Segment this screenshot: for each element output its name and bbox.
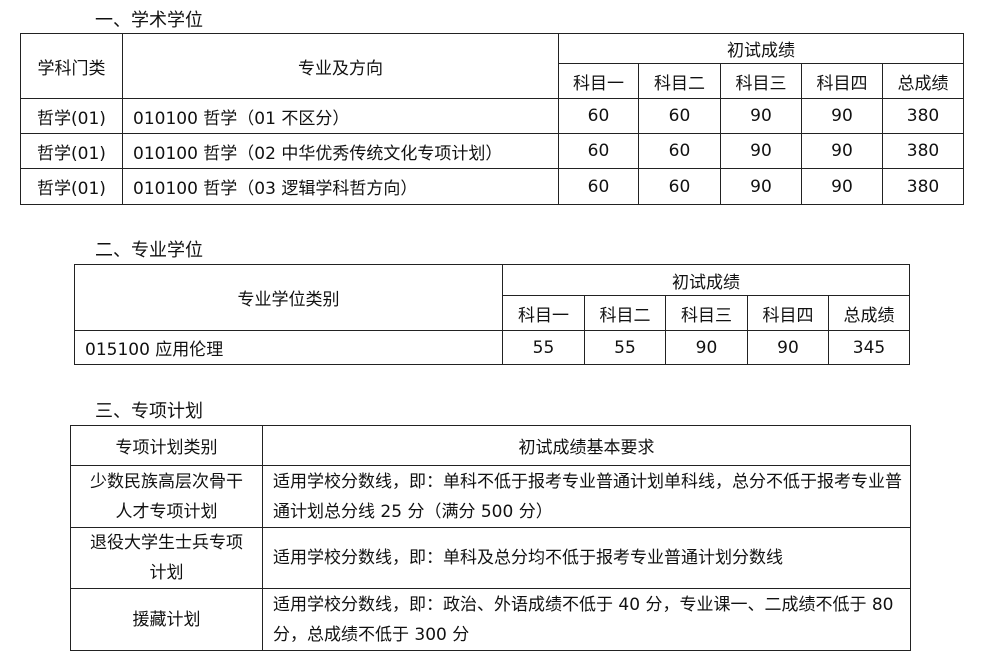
score-cell: 60 <box>558 168 639 205</box>
category-cell: 援藏计划 <box>70 588 263 651</box>
header-subject: 科目二 <box>638 63 721 99</box>
category-cell: 哲学(01) <box>20 98 123 134</box>
score-cell: 60 <box>638 168 721 205</box>
score-cell: 90 <box>801 98 883 134</box>
header-subject: 科目四 <box>747 295 829 331</box>
score-cell: 90 <box>665 330 748 365</box>
total-cell: 380 <box>881 168 965 205</box>
section2-heading: 二、专业学位 <box>95 240 203 261</box>
header-subject: 科目三 <box>665 295 748 331</box>
category-cell: 退役大学生士兵专项计划 <box>70 527 263 589</box>
category-cell: 哲学(01) <box>20 168 123 205</box>
score-cell: 60 <box>558 133 639 169</box>
category-cell: 015100 应用伦理 <box>74 330 503 365</box>
section1-heading: 一、学术学位 <box>95 10 203 31</box>
header-subject: 科目二 <box>584 295 666 331</box>
table-row: 哲学(01) 010100 哲学（03 逻辑学科哲方向） 60 60 90 90… <box>20 168 965 205</box>
requirement-cell: 适用学校分数线，即：单科不低于报考专业普通计划单科线，总分不低于报考专业普通计划… <box>262 465 911 528</box>
score-cell: 60 <box>558 98 639 134</box>
academic-degree-table: 学科门类 专业及方向 初试成绩 科目一 科目二 科目三 科目四 总成绩 哲学(0… <box>20 33 965 205</box>
table-row: 哲学(01) 010100 哲学（02 中华优秀传统文化专项计划） 60 60 … <box>20 133 965 169</box>
header-category: 学科门类 <box>20 33 123 99</box>
header-requirement: 初试成绩基本要求 <box>262 425 911 466</box>
requirement-cell: 适用学校分数线，即：政治、外语成绩不低于 40 分，专业课一、二成绩不低于 80… <box>262 588 911 651</box>
section3-heading: 三、专项计划 <box>95 401 203 422</box>
table-row: 015100 应用伦理 55 55 90 90 345 <box>74 330 911 365</box>
requirement-cell: 适用学校分数线，即：单科及总分均不低于报考专业普通计划分数线 <box>262 527 911 589</box>
score-cell: 90 <box>720 133 802 169</box>
category-cell: 少数民族高层次骨干人才专项计划 <box>70 465 263 528</box>
score-cell: 90 <box>747 330 829 365</box>
header-category: 专项计划类别 <box>70 425 263 466</box>
score-cell: 90 <box>801 133 883 169</box>
professional-degree-table: 专业学位类别 初试成绩 科目一 科目二 科目三 科目四 总成绩 015100 应… <box>74 264 911 365</box>
score-cell: 55 <box>502 330 585 365</box>
table-row: 哲学(01) 010100 哲学（01 不区分） 60 60 90 90 380 <box>20 98 965 134</box>
major-cell: 010100 哲学（01 不区分） <box>122 98 559 134</box>
header-subject: 科目四 <box>801 63 883 99</box>
score-cell: 90 <box>720 168 802 205</box>
score-cell: 90 <box>720 98 802 134</box>
header-total: 总成绩 <box>827 295 911 331</box>
total-cell: 345 <box>827 330 911 365</box>
table-row: 少数民族高层次骨干人才专项计划 适用学校分数线，即：单科不低于报考专业普通计划单… <box>70 465 911 528</box>
table-row: 退役大学生士兵专项计划 适用学校分数线，即：单科及总分均不低于报考专业普通计划分… <box>70 527 911 589</box>
header-subject: 科目一 <box>558 63 639 99</box>
total-cell: 380 <box>881 98 965 134</box>
special-plan-table: 专项计划类别 初试成绩基本要求 少数民族高层次骨干人才专项计划 适用学校分数线，… <box>70 425 911 651</box>
table-row: 援藏计划 适用学校分数线，即：政治、外语成绩不低于 40 分，专业课一、二成绩不… <box>70 588 911 651</box>
header-category: 专业学位类别 <box>74 264 503 331</box>
major-cell: 010100 哲学（03 逻辑学科哲方向） <box>122 168 559 205</box>
header-major: 专业及方向 <box>122 33 559 99</box>
total-cell: 380 <box>881 133 965 169</box>
header-initial: 初试成绩 <box>557 33 965 64</box>
category-cell: 哲学(01) <box>20 133 123 169</box>
major-cell: 010100 哲学（02 中华优秀传统文化专项计划） <box>122 133 559 169</box>
header-subject: 科目三 <box>720 63 802 99</box>
header-initial: 初试成绩 <box>501 264 911 296</box>
score-cell: 60 <box>638 98 721 134</box>
header-subject: 科目一 <box>502 295 585 331</box>
score-cell: 90 <box>801 168 883 205</box>
header-total: 总成绩 <box>881 63 965 99</box>
score-cell: 55 <box>584 330 666 365</box>
score-cell: 60 <box>638 133 721 169</box>
